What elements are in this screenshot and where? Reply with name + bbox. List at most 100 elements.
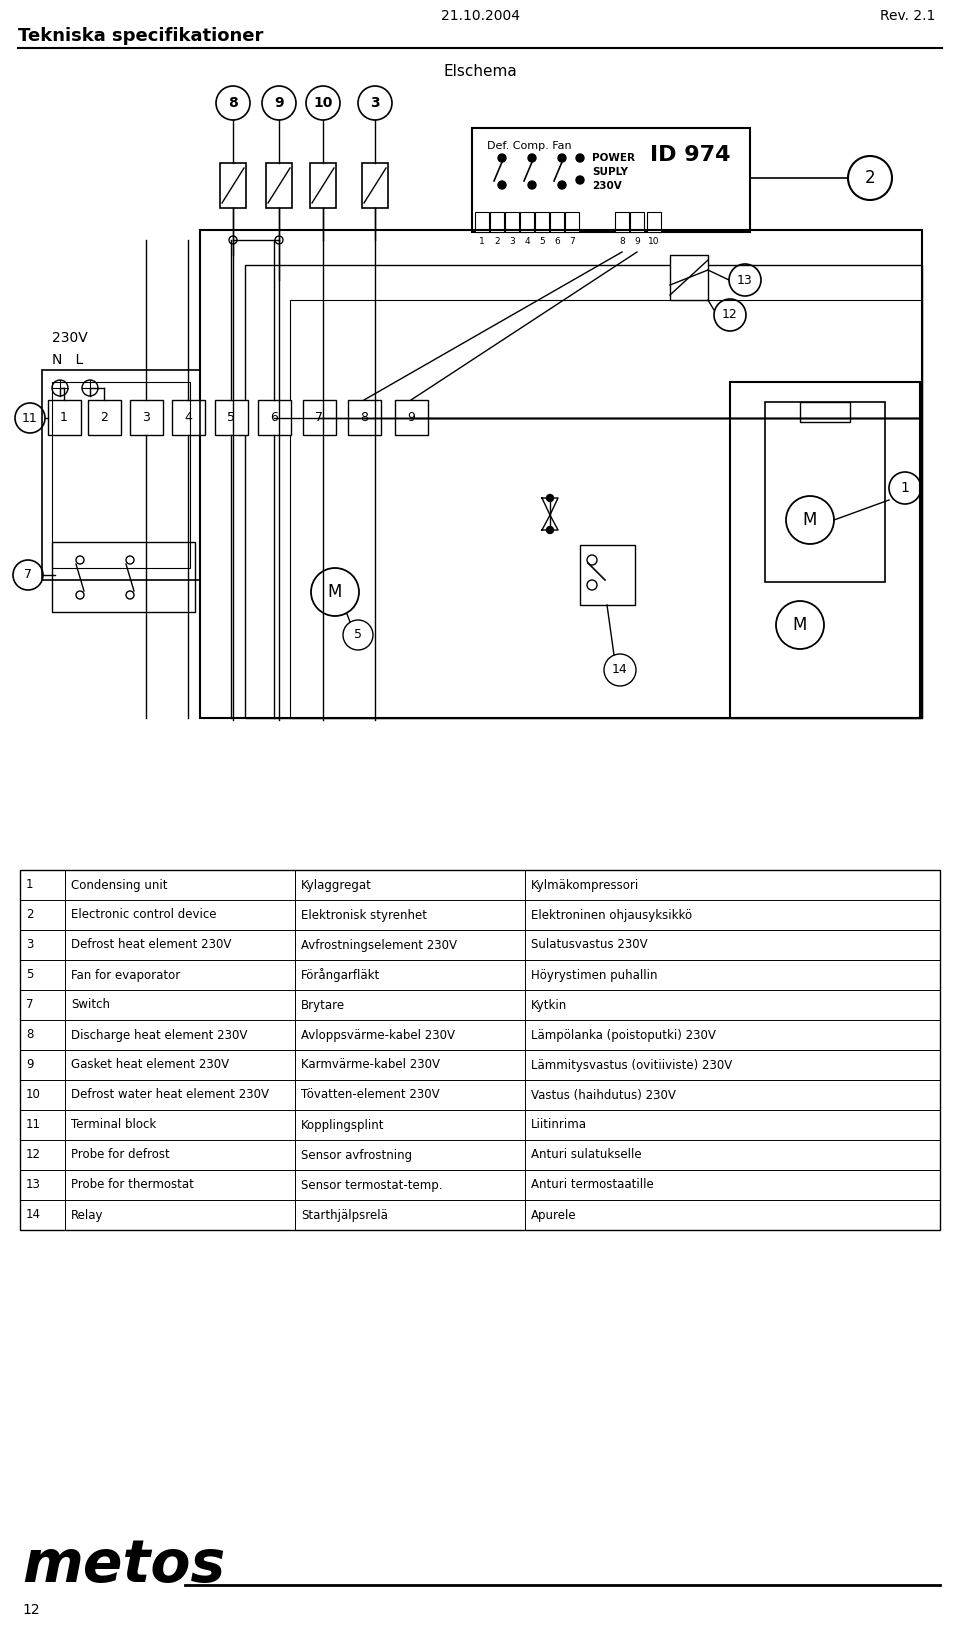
Bar <box>670 255 708 301</box>
Bar <box>475 211 489 233</box>
Bar <box>535 211 549 233</box>
Text: M: M <box>793 616 807 634</box>
Bar <box>490 211 504 233</box>
Text: 9: 9 <box>26 1059 34 1072</box>
Text: Condensing unit: Condensing unit <box>71 878 167 891</box>
Text: Discharge heat element 230V: Discharge heat element 230V <box>71 1029 248 1042</box>
Text: 10: 10 <box>313 96 333 111</box>
Text: 6: 6 <box>270 411 278 424</box>
Text: Kopplingsplint: Kopplingsplint <box>301 1119 385 1132</box>
Text: Defrost water heat element 230V: Defrost water heat element 230V <box>71 1088 269 1101</box>
Text: Defrost heat element 230V: Defrost heat element 230V <box>71 938 231 951</box>
Text: 5: 5 <box>540 237 545 247</box>
Text: Vastus (haihdutus) 230V: Vastus (haihdutus) 230V <box>531 1088 676 1101</box>
Bar <box>310 163 336 208</box>
Bar <box>266 163 292 208</box>
Text: 10: 10 <box>648 237 660 247</box>
Bar <box>348 400 381 436</box>
Text: 7: 7 <box>315 411 323 424</box>
Text: 9: 9 <box>407 411 415 424</box>
Text: Starthjälpsrelä: Starthjälpsrelä <box>301 1208 388 1221</box>
Text: 230V: 230V <box>592 180 622 190</box>
Text: 4: 4 <box>184 411 192 424</box>
Text: 3: 3 <box>142 411 150 424</box>
Text: 13: 13 <box>26 1179 41 1192</box>
Circle shape <box>558 180 566 189</box>
Text: 5: 5 <box>354 629 362 642</box>
Text: Tekniska specifikationer: Tekniska specifikationer <box>18 28 263 46</box>
Text: Lämpölanka (poistoputki) 230V: Lämpölanka (poistoputki) 230V <box>531 1029 716 1042</box>
Text: 12: 12 <box>22 1603 39 1616</box>
Text: 3: 3 <box>26 938 34 951</box>
Text: Kytkin: Kytkin <box>531 998 567 1011</box>
Text: Sensor avfrostning: Sensor avfrostning <box>301 1148 412 1161</box>
Text: Gasket heat element 230V: Gasket heat element 230V <box>71 1059 229 1072</box>
Text: Höyrystimen puhallin: Höyrystimen puhallin <box>531 969 658 982</box>
Text: metos: metos <box>22 1537 226 1593</box>
Circle shape <box>546 527 554 533</box>
Text: 14: 14 <box>612 663 628 676</box>
Text: 11: 11 <box>22 411 37 424</box>
Text: Probe for defrost: Probe for defrost <box>71 1148 170 1161</box>
Text: Förångarfläkt: Förångarfläkt <box>301 967 380 982</box>
Text: 12: 12 <box>722 309 738 322</box>
Text: POWER: POWER <box>592 153 635 163</box>
Bar <box>88 400 121 436</box>
Text: Fan for evaporator: Fan for evaporator <box>71 969 180 982</box>
Text: 6: 6 <box>554 237 560 247</box>
Text: 3: 3 <box>509 237 515 247</box>
Bar <box>520 211 534 233</box>
Text: 8: 8 <box>619 237 625 247</box>
Circle shape <box>498 180 506 189</box>
Bar <box>580 545 635 605</box>
Text: Elektronisk styrenhet: Elektronisk styrenhet <box>301 909 427 922</box>
Bar <box>42 371 200 580</box>
Text: N   L: N L <box>52 353 84 367</box>
Text: 8: 8 <box>228 96 238 111</box>
Text: Tövatten-element 230V: Tövatten-element 230V <box>301 1088 440 1101</box>
Text: 2: 2 <box>494 237 500 247</box>
Text: 230V: 230V <box>52 332 87 345</box>
Circle shape <box>558 154 566 163</box>
Text: 14: 14 <box>26 1208 41 1221</box>
Bar <box>303 400 336 436</box>
Text: 9: 9 <box>635 237 640 247</box>
Text: Apurele: Apurele <box>531 1208 577 1221</box>
Bar <box>765 402 885 582</box>
Text: 21.10.2004: 21.10.2004 <box>441 10 519 23</box>
Text: Avfrostningselement 230V: Avfrostningselement 230V <box>301 938 457 951</box>
Bar <box>220 163 246 208</box>
Bar <box>200 229 922 719</box>
Text: Def. Comp. Fan: Def. Comp. Fan <box>487 141 571 151</box>
Text: Anturi sulatukselle: Anturi sulatukselle <box>531 1148 641 1161</box>
Text: 2: 2 <box>26 909 34 922</box>
Circle shape <box>528 154 536 163</box>
Text: Kylaggregat: Kylaggregat <box>301 878 372 891</box>
Text: Electronic control device: Electronic control device <box>71 909 217 922</box>
Text: Lämmitysvastus (ovitiiviste) 230V: Lämmitysvastus (ovitiiviste) 230V <box>531 1059 732 1072</box>
Text: 5: 5 <box>227 411 235 424</box>
Bar <box>290 301 922 719</box>
Text: Sulatusvastus 230V: Sulatusvastus 230V <box>531 938 648 951</box>
Bar <box>48 400 81 436</box>
Text: 1: 1 <box>900 481 909 494</box>
Bar <box>395 400 428 436</box>
Text: 7: 7 <box>24 569 32 582</box>
Text: 7: 7 <box>569 237 575 247</box>
Text: 3: 3 <box>371 96 380 111</box>
Text: Elektroninen ohjausyksikkö: Elektroninen ohjausyksikkö <box>531 909 692 922</box>
Text: SUPLY: SUPLY <box>592 167 628 177</box>
Text: 13: 13 <box>737 273 753 286</box>
Text: 1: 1 <box>60 411 68 424</box>
Text: 9: 9 <box>275 96 284 111</box>
Text: Sensor termostat-temp.: Sensor termostat-temp. <box>301 1179 443 1192</box>
Text: Brytare: Brytare <box>301 998 346 1011</box>
Bar <box>20 870 940 1229</box>
Text: 7: 7 <box>26 998 34 1011</box>
Text: 8: 8 <box>360 411 368 424</box>
Bar <box>647 211 661 233</box>
Bar <box>258 400 291 436</box>
Bar <box>730 382 920 719</box>
Text: Rev. 2.1: Rev. 2.1 <box>879 10 935 23</box>
Circle shape <box>576 176 584 184</box>
